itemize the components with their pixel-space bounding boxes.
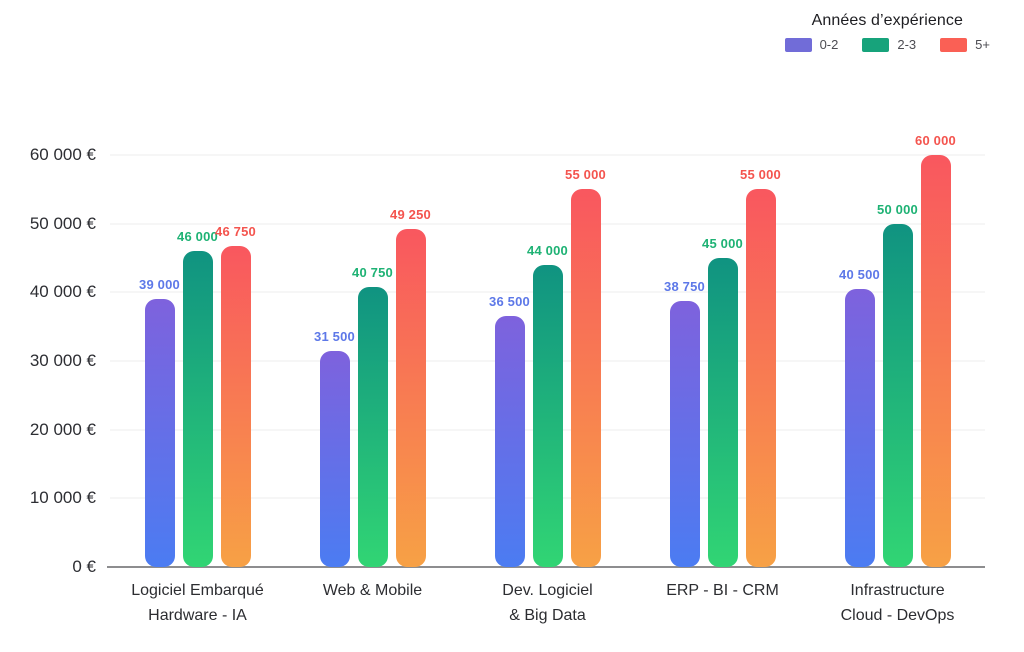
bar-value-label: 55 000: [740, 167, 781, 183]
bar-group: 31 500 40 750 49 250: [314, 155, 431, 567]
y-axis-tick-label: 60 000 €: [29, 145, 96, 164]
bar-value-label: 50 000: [877, 201, 918, 217]
legend-items: 0-2 2-3 5+: [784, 37, 990, 52]
bar-2-3: 45 000: [702, 236, 743, 567]
x-axis-category-line: Infrastructure: [850, 582, 945, 599]
bar-group: 39 000 46 000 46 750: [139, 155, 256, 567]
y-axis-tick-label: 40 000 €: [29, 282, 96, 302]
legend-item-0-2: 0-2: [784, 37, 839, 52]
legend-swatch-5plus-icon: [940, 37, 968, 52]
bar-value-label: 55 000: [565, 167, 606, 183]
bar-2-3: 44 000: [527, 243, 568, 567]
legend-item-5plus: 5+: [940, 37, 990, 52]
bar-5+: 49 250: [390, 207, 431, 567]
x-axis-category-label: ERP - BI - CRM: [633, 579, 813, 604]
legend-swatch-2-3-icon: [862, 37, 890, 52]
x-axis-category-line: Hardware - IA: [148, 606, 247, 624]
x-axis-category-line: Cloud - DevOps: [840, 606, 955, 624]
x-axis-category-label: Infrastructure Cloud - DevOps: [808, 579, 988, 629]
legend-label: 0-2: [819, 37, 839, 52]
legend-title: Années d’expérience: [811, 12, 963, 29]
bar-2-3: 46 000: [177, 229, 218, 567]
bar-0-2: 39 000: [139, 277, 180, 567]
y-axis-tick-label: 50 000 €: [29, 213, 96, 233]
bar-value-label: 40 750: [352, 265, 393, 281]
bar-value-label: 44 000: [527, 242, 568, 258]
x-axis-category-label: Logiciel Embarqué Hardware - IA: [108, 579, 288, 629]
bar-2-3: 40 750: [352, 265, 393, 567]
bar-value-label: 46 750: [215, 223, 256, 239]
gridline: [110, 154, 985, 156]
gridline: [110, 223, 985, 225]
y-axis-tick-label: 30 000 €: [29, 351, 96, 370]
bar-value-label: 36 500: [489, 294, 530, 310]
chart-legend: Années d’expérience 0-2 2-3 5+: [784, 12, 990, 52]
legend-item-2-3: 2-3: [862, 37, 916, 52]
bar-group: 38 750 45 000 55 000: [664, 155, 781, 567]
x-axis-category-line: & Big Data: [509, 606, 586, 624]
bar-value-label: 39 000: [139, 277, 180, 293]
bar-value-label: 46 000: [177, 229, 218, 245]
x-axis-category-line: Logiciel Embarqué: [131, 582, 264, 599]
y-axis-tick-label: 10 000 €: [29, 488, 96, 508]
bar-group: 36 500 44 000 55 000: [489, 155, 606, 567]
bar-value-label: 38 750: [664, 278, 705, 294]
x-axis-category-line: ERP - BI - CRM: [666, 582, 779, 599]
plot-area: 0 € 10 000 € 20 000 € 30 000 € 40 000 € 50 00…: [30, 133, 985, 624]
bar-value-label: 40 500: [839, 266, 880, 282]
bar-value-label: 45 000: [702, 236, 743, 251]
bar-5+: 46 750: [215, 224, 256, 567]
bar-0-2: 38 750: [664, 279, 705, 567]
x-axis-line: [107, 566, 985, 568]
bar-0-2: 40 500: [839, 267, 880, 567]
bar-value-label: 49 250: [390, 206, 431, 222]
y-axis-tick-label: 0 €: [72, 557, 96, 576]
bar-5+: 55 000: [740, 167, 781, 567]
bar-0-2: 36 500: [489, 294, 530, 567]
bar-group: 40 500 50 000 60 000: [839, 133, 956, 567]
bar-5+: 60 000: [915, 133, 956, 567]
bar-2-3: 50 000: [877, 202, 918, 567]
x-axis-category-line: Web & Mobile: [322, 582, 423, 599]
bar-0-2: 31 500: [314, 329, 355, 567]
bar-value-label: 60 000: [915, 133, 956, 148]
bar-5+: 55 000: [565, 167, 606, 567]
legend-label: 5+: [975, 37, 990, 52]
x-axis-category-line: Dev. Logiciel: [502, 582, 593, 599]
bar-value-label: 31 500: [314, 328, 355, 344]
x-axis-category-label: Web & Mobile: [283, 579, 463, 604]
y-axis-tick-label: 20 000 €: [29, 419, 96, 439]
legend-swatch-0-2-icon: [784, 37, 812, 52]
x-axis-category-label: Dev. Logiciel & Big Data: [458, 579, 638, 629]
legend-label: 2-3: [897, 37, 917, 52]
